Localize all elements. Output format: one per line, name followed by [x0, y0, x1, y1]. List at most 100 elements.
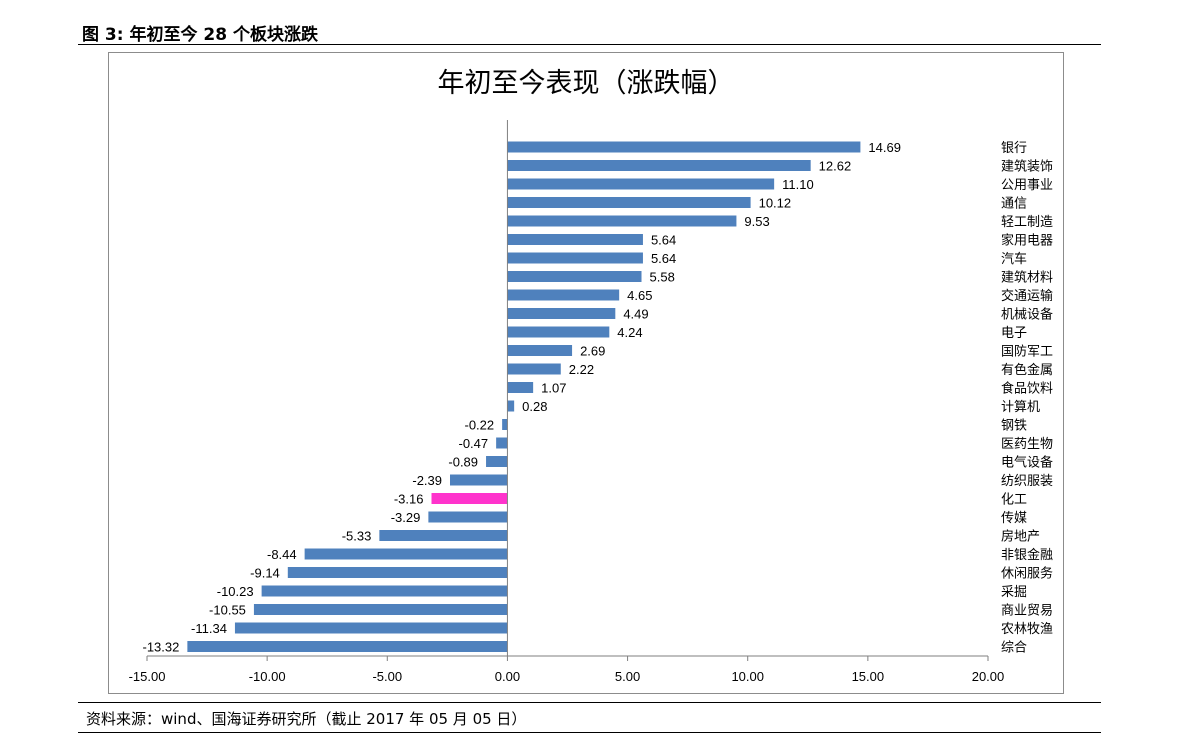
bar-19: [450, 474, 508, 486]
bar-8: [507, 271, 642, 282]
category-label-10: 机械设备: [1001, 307, 1053, 323]
bar-2: [507, 160, 811, 171]
value-label-19: -2.39: [412, 473, 442, 488]
bar-20: [431, 493, 508, 504]
category-label-28: 综合: [1001, 641, 1027, 656]
category-label-8: 建筑材料: [1001, 270, 1053, 286]
x-tick-label-8: 20.00: [972, 669, 1005, 684]
bar-3: [507, 178, 775, 190]
category-label-4: 通信: [1001, 197, 1027, 212]
bar-28: [187, 641, 508, 652]
caption-rule: [78, 44, 1101, 45]
category-label-3: 公用事业: [1001, 178, 1053, 193]
bar-5: [507, 215, 737, 227]
bar-27: [234, 622, 508, 634]
category-label-15: 计算机: [1001, 400, 1040, 415]
x-tick-label-5: 5.00: [615, 669, 640, 684]
category-label-23: 非银金融: [1001, 547, 1053, 563]
category-label-7: 汽车: [1001, 251, 1027, 267]
bar-14: [507, 382, 534, 393]
category-label-1: 银行: [1001, 141, 1027, 156]
category-label-2: 建筑装饰: [1001, 159, 1053, 175]
x-tick-label-3: -5.00: [372, 669, 402, 684]
value-label-20: -3.16: [394, 492, 424, 507]
category-label-9: 交通运输: [1001, 288, 1053, 304]
x-tick-label-1: -15.00: [129, 669, 166, 684]
bar-12: [507, 345, 573, 356]
x-tick-label-4: 0.00: [495, 669, 520, 684]
value-label-12: 2.69: [580, 344, 605, 359]
value-label-26: -10.55: [209, 603, 246, 618]
bar-24: [287, 567, 508, 578]
value-label-25: -10.23: [217, 584, 254, 599]
value-label-8: 5.58: [650, 270, 675, 285]
category-label-13: 有色金属: [1001, 362, 1053, 378]
category-label-19: 纺织服装: [1001, 474, 1053, 489]
value-label-1: 14.69: [868, 140, 901, 155]
category-label-22: 房地产: [1001, 529, 1040, 545]
value-label-4: 10.12: [759, 196, 792, 211]
value-label-3: 11.10: [782, 177, 814, 192]
category-label-6: 家用电器: [1001, 233, 1053, 249]
category-labels-group: 银行建筑装饰公用事业通信轻工制造家用电器汽车建筑材料交通运输机械设备电子国防军工…: [1001, 141, 1053, 656]
source-rule: [78, 702, 1101, 703]
category-label-21: 传媒: [1001, 511, 1027, 526]
bar-16: [502, 419, 508, 430]
value-label-5: 9.53: [744, 214, 769, 229]
bar-11: [507, 326, 610, 338]
value-label-21: -3.29: [391, 510, 421, 525]
bar-6: [507, 234, 643, 245]
value-label-11: 4.24: [617, 325, 642, 340]
bar-22: [379, 530, 508, 541]
value-label-23: -8.44: [267, 547, 297, 562]
x-tick-label-6: 10.00: [731, 669, 764, 684]
category-label-5: 轻工制造: [1001, 215, 1053, 230]
bar-15: [507, 400, 515, 412]
chart-title: 年初至今表现（涨跌幅）: [438, 68, 735, 99]
value-label-7: 5.64: [651, 251, 676, 266]
bar-4: [507, 197, 751, 208]
value-label-6: 5.64: [651, 233, 676, 248]
category-label-12: 国防军工: [1001, 344, 1053, 360]
footer-rule: [78, 732, 1101, 733]
category-label-16: 钢铁: [1001, 419, 1027, 434]
bar-1: [507, 141, 861, 153]
category-label-27: 农林牧渔: [1001, 622, 1053, 637]
value-label-22: -5.33: [342, 529, 372, 544]
value-label-24: -9.14: [250, 566, 280, 581]
bar-18: [486, 456, 508, 467]
category-label-14: 食品饮料: [1001, 381, 1053, 397]
bar-17: [496, 437, 508, 449]
bar-9: [507, 289, 620, 301]
value-label-9: 4.65: [627, 288, 652, 303]
figure-caption: 图 3: 年初至今 28 个板块涨跌: [82, 25, 318, 45]
value-label-15: 0.28: [522, 399, 547, 414]
bar-13: [507, 363, 561, 375]
bars-group: [187, 141, 861, 652]
value-labels-group: 14.69 12.62 11.10 10.12 9.53 5.64 5.64 5.58 4.65…: [142, 140, 900, 655]
value-label-16: -0.22: [465, 418, 495, 433]
value-label-2: 12.62: [819, 159, 852, 174]
value-label-14: 1.07: [541, 381, 566, 396]
category-label-25: 采掘: [1001, 585, 1027, 600]
value-label-17: -0.47: [458, 436, 488, 451]
category-label-11: 电子: [1001, 326, 1027, 341]
category-label-26: 商业贸易: [1001, 604, 1053, 619]
bar-7: [507, 252, 643, 264]
x-tick-label-7: 15.00: [852, 669, 885, 684]
bar-10: [507, 308, 616, 319]
bar-23: [304, 548, 508, 560]
value-label-10: 4.49: [623, 307, 648, 322]
category-label-20: 化工: [1001, 493, 1027, 508]
axes-group: -15.00 -10.00 -5.00 0.00 5.00 10.00 15.00 20.00: [129, 120, 1005, 684]
bar-25: [261, 585, 508, 597]
category-label-17: 医药生物: [1001, 437, 1053, 452]
category-label-24: 休闲服务: [1001, 566, 1053, 582]
category-label-18: 电气设备: [1001, 455, 1053, 471]
source-note: 资料来源：wind、国海证券研究所（截止 2017 年 05 月 05 日）: [86, 710, 527, 728]
x-tick-label-2: -10.00: [249, 669, 286, 684]
bar-26: [253, 604, 508, 615]
value-label-27: -11.34: [191, 621, 227, 636]
bar-21: [428, 511, 508, 523]
